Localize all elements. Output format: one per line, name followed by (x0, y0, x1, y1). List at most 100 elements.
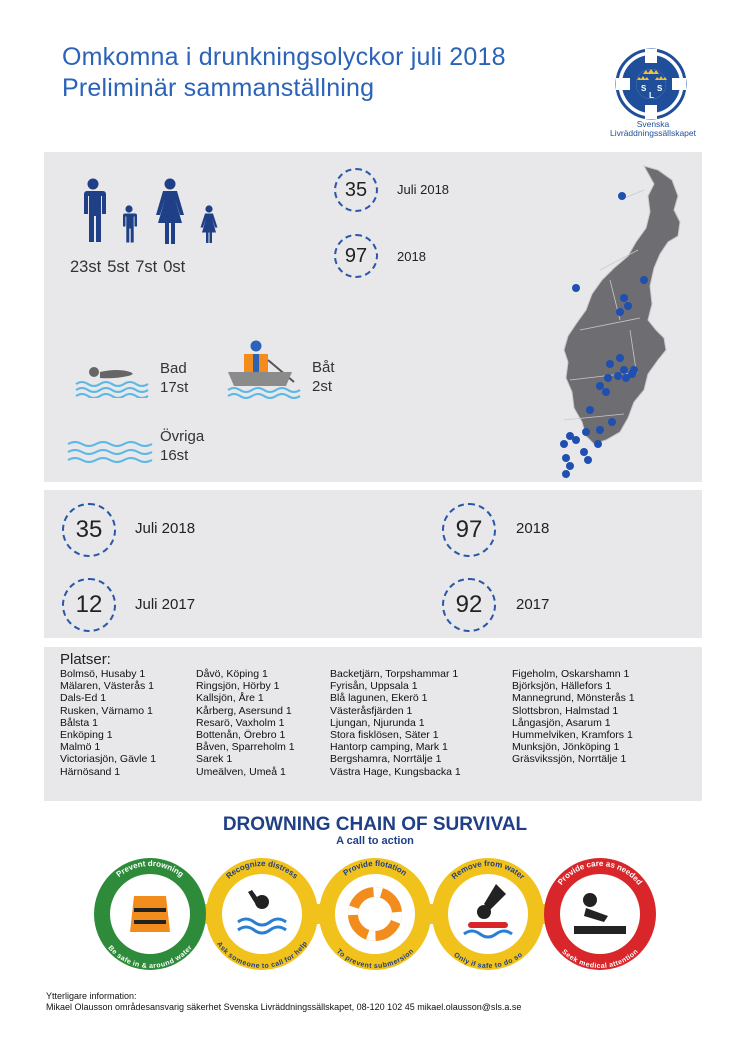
place-item: Munksjön, Jönköping 1 (512, 741, 620, 754)
place-item: Resarö, Vaxholm 1 (196, 716, 285, 729)
contact-details: Mikael Olausson områdesansvarig säkerhet… (46, 1001, 522, 1012)
sweden-map (560, 165, 681, 478)
sls-logo: S S L (615, 48, 687, 120)
title-line-1: Omkomna i drunkningsolyckor juli 2018 (62, 43, 506, 71)
places-column-4: Figeholm, Oskarshamn 1 Björksjön, Hällefo… (512, 668, 635, 766)
compare-circle-2017: 92 (442, 578, 496, 632)
stat-label-july-2018: Juli 2018 (397, 182, 450, 197)
activity-bad-label: Bad (160, 360, 187, 377)
place-item: Bolmsö, Husaby 1 (60, 668, 146, 680)
place-item: Kallsjön, Åre 1 (196, 692, 264, 705)
place-item: Sarek 1 (196, 753, 233, 766)
activity-bad-count: 17st (160, 379, 189, 396)
life-ring-icon (348, 887, 402, 941)
life-vest-icon (130, 896, 170, 932)
title-line-2: Preliminär sammanställning (62, 74, 375, 102)
victim-counts: 23st 5st 7st 0st (70, 258, 191, 277)
stat-label-2018: 2018 (397, 249, 426, 264)
count-boys: 5st (107, 258, 130, 276)
place-item: Dåvö, Köping 1 (196, 668, 268, 680)
activity-ovriga-label: Övriga (160, 428, 205, 445)
places-panel (44, 647, 702, 801)
boat-icon (227, 340, 301, 399)
stat-value: 97 (344, 244, 368, 267)
drowning-person-icon (237, 890, 287, 935)
contact-label: Ytterligare information: (46, 991, 137, 1001)
place-item: Bottenån, Örebro 1 (196, 729, 286, 742)
banner-subtitle: A call to action (336, 835, 414, 847)
place-item: Bergshamra, Norrtälje 1 (330, 753, 442, 766)
incident-dots (560, 192, 648, 478)
girl-icon (200, 205, 218, 243)
compare-label-2017: 2017 (516, 596, 550, 613)
logo-text-line-2: Livräddningssällskapet (610, 128, 696, 138)
place-item: Västra Hage, Kungsbacka 1 (330, 765, 461, 778)
place-item: Hantorp camping, Mark 1 (330, 741, 448, 754)
logo-letter-s2: S (657, 84, 663, 93)
stat-circle-july-2018: 35 (334, 168, 378, 212)
logo-caption: Svenska Livräddningssällskapet (597, 120, 709, 138)
place-item: Mälaren, Västerås 1 (60, 680, 154, 693)
activity-bad: Bad 17st (160, 359, 188, 397)
cpr-icon (574, 893, 626, 934)
compare-value: 12 (75, 591, 103, 618)
compare-label-july-2018: Juli 2018 (135, 520, 196, 537)
place-item: Hummelviken, Kramfors 1 (512, 729, 633, 742)
comparison-panel (44, 490, 702, 638)
place-item: Härnösand 1 (60, 765, 121, 778)
places-column-1: Bolmsö, Husaby 1 Mälaren, Västerås 1 Dals-… (60, 668, 156, 778)
boy-icon (123, 205, 137, 243)
man-icon (83, 178, 106, 242)
place-item: Slottsbron, Halmstad 1 (512, 704, 619, 717)
activity-bat-count: 2st (312, 378, 333, 395)
places-title: Platser: (60, 651, 111, 668)
place-item: Enköping 1 (60, 729, 113, 742)
swimmer-icon (75, 367, 149, 398)
logo-letter-l: L (649, 91, 654, 100)
place-item: Rusken, Värnamo 1 (60, 704, 153, 717)
place-item: Långasjön, Asarum 1 (512, 716, 611, 729)
count-men: 23st (70, 258, 102, 276)
place-item: Dals-Ed 1 (60, 692, 107, 705)
activity-ovriga: Övriga 16st (160, 427, 204, 465)
contact-info: Ytterligare information: Mikael Olausson… (46, 991, 521, 1012)
place-item: Backetjärn, Torpshammar 1 (330, 668, 459, 680)
chain-of-survival-graphic: DROWNING CHAIN OF SURVIVAL A call to act… (94, 814, 656, 970)
place-item: Mannegrund, Mönsterås 1 (512, 692, 635, 705)
place-item: Kårberg, Asersund 1 (196, 704, 292, 717)
place-item: Bålsta 1 (60, 716, 98, 729)
place-item: Ringsjön, Hörby 1 (196, 680, 280, 693)
activity-bat-label: Båt (312, 359, 335, 376)
rescue-hand-icon (463, 884, 513, 939)
stat-value: 35 (344, 178, 368, 201)
place-item: Gräsvikssjön, Norrtälje 1 (512, 753, 627, 766)
logo-text-line-1: Svenska (636, 119, 670, 129)
place-item: Fyrisån, Uppsala 1 (330, 680, 418, 693)
compare-value: 97 (455, 516, 483, 543)
place-item: Björksjön, Hällefors 1 (512, 680, 612, 693)
place-item: Båven, Sparreholm 1 (196, 741, 295, 754)
place-item: Figeholm, Oskarshamn 1 (512, 668, 630, 680)
page-title: Omkomna i drunkningsolyckor juli 2018 Pr… (62, 42, 506, 104)
activity-ovriga-count: 16st (160, 447, 189, 464)
place-item: Malmö 1 (60, 741, 101, 754)
place-item: Ljungan, Njurunda 1 (330, 716, 425, 729)
waves-icon (67, 441, 153, 463)
place-item: Blå lagunen, Ekerö 1 (330, 692, 428, 705)
count-women: 7st (135, 258, 158, 276)
compare-circle-july-2017: 12 (62, 578, 116, 632)
count-girls: 0st (163, 258, 186, 276)
compare-value: 35 (75, 516, 103, 543)
place-item: Umeälven, Umeå 1 (196, 765, 286, 778)
activity-bat: Båt 2st (312, 358, 335, 396)
logo-letter-s1: S (641, 84, 647, 93)
banner-title: DROWNING CHAIN OF SURVIVAL (223, 814, 528, 835)
place-item: Västeråsfjärden 1 (330, 704, 413, 717)
compare-label-2018: 2018 (516, 520, 550, 537)
places-column-3: Backetjärn, Torpshammar 1 Fyrisån, Uppsal… (330, 668, 461, 778)
chain-of-survival-banner: DROWNING CHAIN OF SURVIVAL A call to act… (88, 808, 662, 984)
